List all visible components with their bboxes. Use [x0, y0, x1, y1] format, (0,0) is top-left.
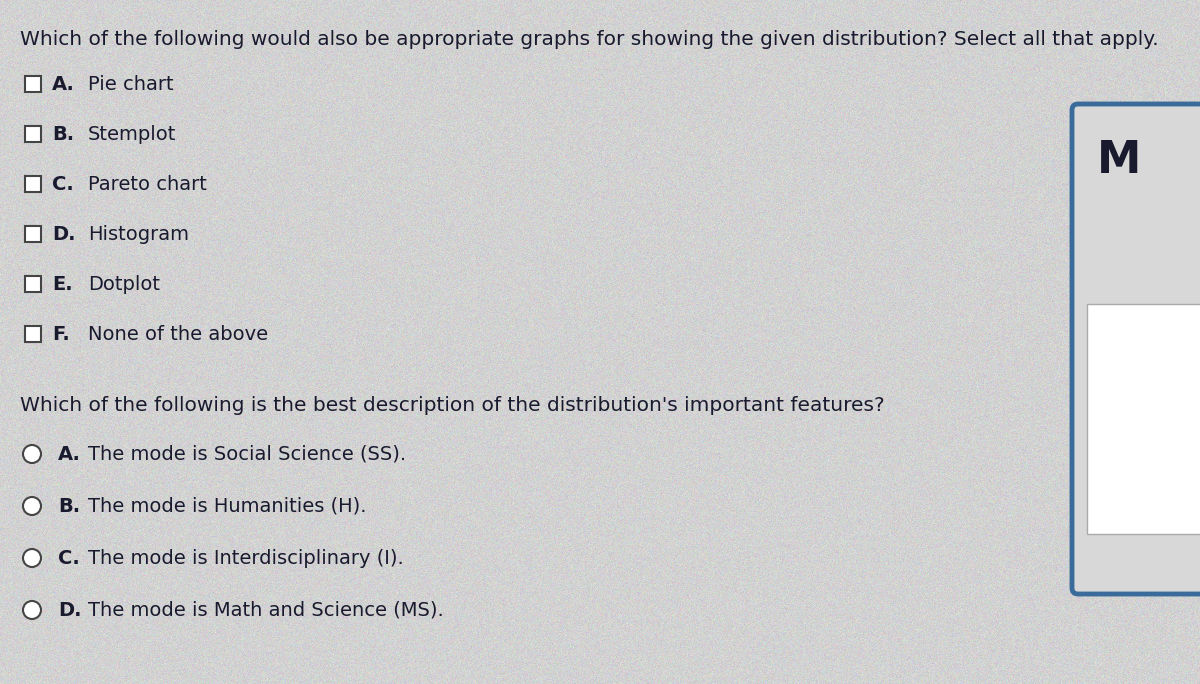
- Text: C.: C.: [52, 174, 73, 194]
- Bar: [25, 226, 41, 242]
- Text: D.: D.: [52, 224, 76, 244]
- Text: The mode is Humanities (H).: The mode is Humanities (H).: [88, 497, 366, 516]
- Circle shape: [23, 549, 41, 567]
- Bar: [25, 126, 41, 142]
- Bar: [25, 276, 41, 292]
- Text: The mode is Math and Science (MS).: The mode is Math and Science (MS).: [88, 601, 444, 620]
- Text: A.: A.: [52, 75, 74, 94]
- Text: The mode is Social Science (SS).: The mode is Social Science (SS).: [88, 445, 406, 464]
- Text: D.: D.: [58, 601, 82, 620]
- Text: None of the above: None of the above: [88, 324, 268, 343]
- Text: B.: B.: [52, 124, 74, 144]
- Text: Stemplot: Stemplot: [88, 124, 176, 144]
- Text: A.: A.: [58, 445, 80, 464]
- Text: Which of the following would also be appropriate graphs for showing the given di: Which of the following would also be app…: [20, 30, 1159, 49]
- FancyBboxPatch shape: [1072, 104, 1200, 594]
- Circle shape: [23, 601, 41, 619]
- FancyBboxPatch shape: [1087, 304, 1200, 534]
- Text: Pareto chart: Pareto chart: [88, 174, 206, 194]
- Text: The mode is Interdisciplinary (I).: The mode is Interdisciplinary (I).: [88, 549, 403, 568]
- Text: Pie chart: Pie chart: [88, 75, 174, 94]
- Bar: [25, 176, 41, 192]
- Text: E.: E.: [52, 274, 73, 293]
- Text: C.: C.: [58, 549, 79, 568]
- Circle shape: [23, 497, 41, 515]
- Circle shape: [23, 445, 41, 463]
- Text: F.: F.: [52, 324, 70, 343]
- Text: Which of the following is the best description of the distribution's important f: Which of the following is the best descr…: [20, 396, 884, 415]
- Bar: [25, 76, 41, 92]
- Text: Dotplot: Dotplot: [88, 274, 160, 293]
- Bar: [25, 326, 41, 342]
- Text: Histogram: Histogram: [88, 224, 190, 244]
- Text: M: M: [1097, 139, 1141, 182]
- Text: B.: B.: [58, 497, 80, 516]
